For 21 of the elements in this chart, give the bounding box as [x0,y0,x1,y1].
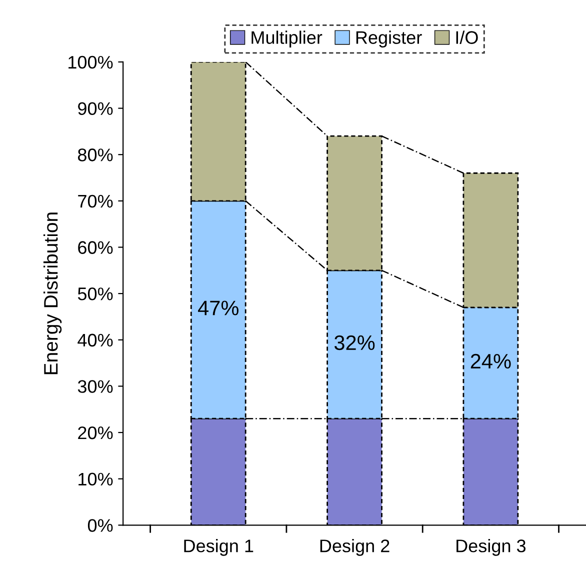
legend-label: Multiplier [252,30,322,48]
y-tick-label: 20% [78,426,113,440]
x-tick-label: Design 3 [456,539,526,556]
legend-label: I/O [456,30,478,44]
y-tick-label: 70% [78,194,113,208]
data-label: 47% [198,300,238,316]
y-tick-label: 60% [78,241,113,254]
data-label: 24% [470,354,511,369]
y-tick-label: 30% [78,380,113,393]
y-tick-label: 90% [78,102,113,115]
y-axis-title: Energy Distribution [43,212,62,374]
y-tick-label: 0% [88,519,113,532]
y-tick-label: 100% [68,56,113,69]
x-tick-label: Design 1 [184,539,254,556]
legend-label: Register [356,30,422,48]
y-tick-label: 50% [78,287,113,300]
y-tick-label: 40% [78,334,113,347]
x-tick-label: Design 2 [320,539,390,556]
y-tick-label: 10% [78,472,113,486]
y-tick-label: 80% [78,148,113,162]
data-label: 32% [334,335,375,350]
